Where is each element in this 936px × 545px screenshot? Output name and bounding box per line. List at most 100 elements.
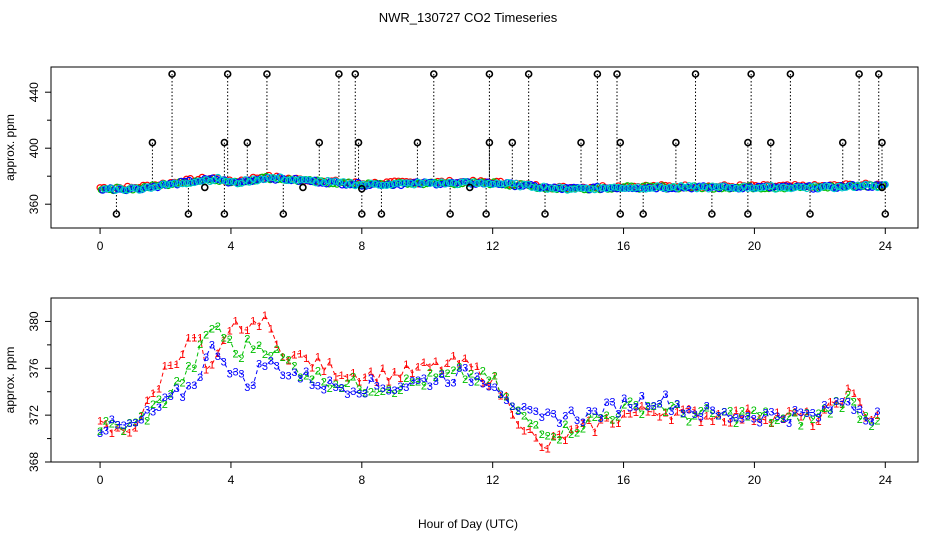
- series-marker: 3: [668, 406, 674, 418]
- series-marker: 1: [609, 419, 615, 431]
- series-marker: 2: [115, 420, 121, 432]
- series-marker: 3: [857, 404, 863, 416]
- data-point: [740, 182, 748, 190]
- flagged-point: [377, 210, 386, 218]
- series-marker: 3: [592, 406, 598, 418]
- series-marker: 3: [221, 356, 227, 368]
- series-marker: 1: [503, 391, 509, 403]
- series-marker: 1: [327, 357, 333, 369]
- flagged-point: [485, 70, 494, 78]
- series-marker: 3: [768, 407, 774, 419]
- data-point: [186, 179, 194, 187]
- flagged-point: [335, 70, 343, 78]
- series-marker: 1: [810, 421, 816, 433]
- data-point: [249, 175, 257, 183]
- series-marker: 3: [150, 407, 156, 419]
- series-marker: 3: [539, 412, 545, 424]
- series-marker: 2: [321, 377, 327, 389]
- series-marker: 3: [474, 371, 480, 383]
- data-point: [379, 181, 387, 190]
- data-point: [489, 180, 497, 188]
- x-tick-label: 24: [879, 239, 893, 253]
- data-point: [653, 182, 662, 190]
- data-point: [426, 179, 434, 188]
- series-marker: 2: [374, 387, 380, 399]
- flagged-point: [429, 70, 438, 78]
- data-point: [324, 177, 332, 185]
- series-marker: 2: [739, 406, 745, 418]
- data-point: [304, 176, 312, 184]
- x-tick-label: 8: [358, 473, 365, 487]
- series-marker: 1: [486, 381, 492, 393]
- data-point: [638, 185, 646, 193]
- series-marker: 3: [509, 401, 515, 413]
- data-point: [139, 185, 147, 193]
- series-marker: 1: [592, 427, 598, 439]
- series-marker: 3: [138, 415, 144, 427]
- series-marker: 1: [580, 418, 586, 430]
- data-point: [237, 179, 246, 187]
- series-marker: 2: [480, 365, 486, 377]
- data-point: [383, 181, 391, 190]
- series-marker: 2: [868, 421, 874, 433]
- series-marker: 2: [421, 380, 427, 392]
- series-marker: 1: [162, 361, 168, 373]
- series-marker: 1: [315, 352, 321, 364]
- series-marker: 3: [168, 391, 174, 403]
- series-marker: 3: [362, 388, 368, 400]
- series-marker: 1: [456, 359, 462, 371]
- data-point: [775, 184, 783, 192]
- series-marker: 2: [197, 339, 203, 351]
- series-marker: 3: [798, 407, 804, 419]
- series-marker: 3: [503, 395, 509, 407]
- series-marker: 3: [144, 405, 150, 417]
- series-marker: 1: [303, 353, 309, 365]
- data-point: [273, 175, 281, 183]
- series-marker: 1: [704, 411, 710, 423]
- x-tick-label: 4: [228, 239, 235, 253]
- data-point: [496, 180, 505, 188]
- data-point: [190, 178, 198, 187]
- series-marker: 2: [409, 377, 415, 389]
- series-marker: 1: [262, 310, 268, 322]
- data-point: [850, 183, 858, 192]
- series-marker: 2: [545, 430, 551, 442]
- data-point: [712, 183, 721, 191]
- data-point: [587, 185, 595, 193]
- series-marker: 2: [427, 367, 433, 379]
- series-marker: 3: [386, 386, 392, 398]
- series-marker: 1: [497, 390, 503, 402]
- data-point: [178, 180, 187, 188]
- series-marker: 3: [639, 391, 645, 403]
- series-marker: 3: [132, 417, 138, 429]
- series-marker: 1: [197, 332, 203, 344]
- series-marker: 1: [521, 425, 527, 437]
- series-marker: 1: [633, 407, 639, 419]
- series-marker: 3: [327, 375, 333, 387]
- data-point: [787, 185, 795, 193]
- series-marker: 3: [645, 401, 651, 413]
- series-marker: 2: [762, 406, 768, 418]
- data-point: [763, 182, 772, 190]
- data-point: [873, 183, 882, 192]
- series-marker: 2: [444, 368, 450, 380]
- data-point: [822, 182, 830, 190]
- data-point: [575, 184, 583, 192]
- series-marker: 3: [792, 405, 798, 417]
- data-point: [445, 178, 454, 187]
- data-point: [394, 179, 403, 187]
- series-marker: 2: [521, 410, 527, 422]
- flagged-point: [744, 210, 752, 218]
- flagged-point: [639, 210, 647, 218]
- series-marker: 1: [733, 405, 739, 417]
- data-point: [253, 177, 261, 185]
- series-marker: 1: [739, 414, 745, 426]
- series-marker: 2: [380, 386, 386, 398]
- series-marker: 1: [168, 360, 174, 372]
- series-marker: 2: [439, 368, 445, 380]
- series-marker: 1: [515, 419, 521, 431]
- data-point: [288, 176, 297, 184]
- series-marker: 3: [745, 410, 751, 422]
